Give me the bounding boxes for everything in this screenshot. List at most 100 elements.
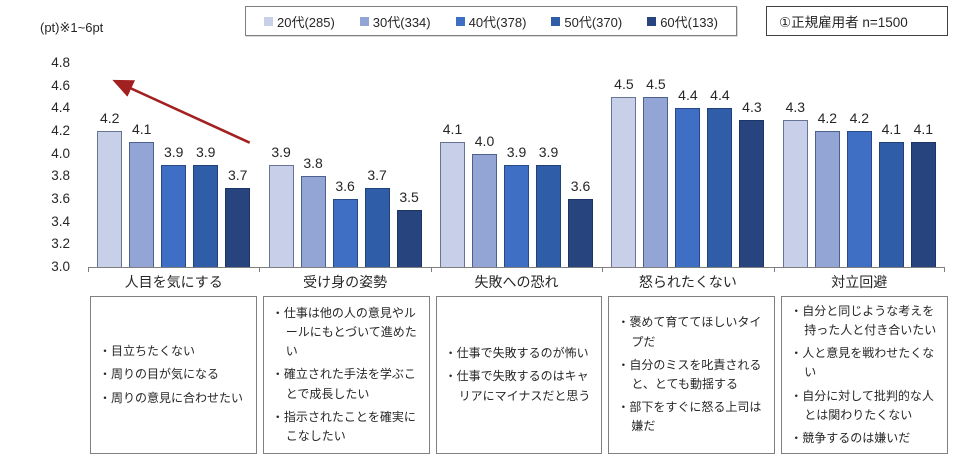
bar-value-label: 3.5 [399, 189, 419, 206]
bar [568, 199, 593, 267]
y-axis-labels: 4.8 4.6 4.4 4.2 4.0 3.8 3.6 3.4 3.2 3.0 [36, 55, 76, 274]
bar [472, 153, 497, 267]
legend-label-50s: 50代(370) [564, 14, 623, 30]
legend-swatch-20s [264, 16, 273, 26]
bar [675, 108, 701, 267]
bar-value-label: 4.4 [678, 87, 698, 104]
bar [440, 142, 465, 267]
axis-tick [602, 268, 604, 272]
bar [707, 108, 733, 267]
bar-value-label: 3.7 [367, 166, 387, 183]
bar [878, 142, 904, 267]
y-axis-tick-label: 4.6 [51, 77, 70, 93]
y-axis-tick-label: 4.2 [51, 123, 70, 138]
category-label: 対立回避 [831, 274, 888, 290]
note-box-1: 目立ちたくない周りの目が気になる周りの意見に合わせたい [90, 296, 257, 454]
note-item: 周りの目が気になる [99, 365, 248, 384]
legend-label-30s: 30代(334) [372, 14, 431, 30]
note-box-5: 自分と同じような考えを持った人と付き合いたい人と意見を戦わせたくない自分に対して… [781, 296, 948, 454]
bar [129, 142, 155, 267]
bar-value-label: 4.3 [785, 98, 806, 115]
bar [332, 199, 358, 267]
category-label: 怒られたくない [638, 274, 737, 290]
bar-value-label: 4.5 [646, 76, 666, 92]
legend-item-20s: 20代(285) [264, 12, 335, 31]
axis-tick [88, 268, 89, 272]
note-item: 仕事で失敗するのはキャリアにマイナスだと思う [445, 367, 594, 405]
bar [846, 131, 872, 267]
bar [643, 97, 669, 267]
axis-tick [430, 268, 432, 272]
sample-info-box: ①正規雇用者 n=1500 [766, 6, 948, 36]
note-item: 自分と同じような考えを持った人と付き合いたい [790, 302, 939, 340]
axis-tick [259, 268, 261, 272]
y-axis-tick-label: 3.0 [51, 259, 70, 274]
note-item: 褒めて育ててほしいタイプだ [617, 313, 766, 351]
bar-value-label: 4.1 [913, 121, 934, 138]
y-axis-tick-label: 4.4 [51, 100, 70, 116]
y-axis-tick-label: 3.2 [51, 236, 70, 252]
bar [396, 210, 422, 267]
category-label: 受け身の姿勢 [303, 274, 388, 290]
legend-item-60s: 60代(133) [647, 12, 718, 31]
note-item: 部下をすぐに怒る上司は嫌だ [617, 398, 766, 436]
note-item: 競争するのは嫌いだ [790, 429, 939, 448]
bar [364, 187, 390, 267]
bar-value-label: 3.8 [303, 155, 323, 172]
bar-value-label: 3.6 [335, 178, 355, 194]
y-axis-tick-label: 3.6 [51, 191, 70, 206]
legend-item-40s: 40代(378) [455, 12, 527, 31]
bar-value-label: 4.1 [442, 121, 463, 138]
bar [504, 165, 529, 267]
legend-item-50s: 50代(370) [551, 12, 622, 31]
y-axis-tick-label: 3.4 [51, 213, 70, 229]
chart-legend: 20代(285) 30代(334) 40代(378) 50代(370) 60代(… [245, 6, 737, 36]
legend-label-40s: 40代(378) [468, 14, 527, 30]
note-item: 仕事で失敗するのが怖い [445, 344, 594, 363]
bar-value-label: 4.4 [710, 87, 730, 104]
note-box-3: 仕事で失敗するのが怖い仕事で失敗するのはキャリアにマイナスだと思う [435, 296, 603, 454]
bar [161, 165, 187, 267]
category-label: 失敗への恐れ [474, 274, 559, 290]
note-box-2: 仕事は他の人の意見やルールにもとづいて進めたい確立された手法を学ぶことで成長した… [262, 296, 430, 454]
axis-tick [944, 268, 945, 272]
legend-label-60s: 60代(133) [660, 14, 718, 30]
bar-value-label: 4.3 [742, 98, 762, 115]
bar [225, 187, 251, 267]
bar-value-label: 3.9 [163, 144, 184, 160]
bar-value-label: 3.9 [271, 144, 291, 160]
legend-swatch-30s [359, 16, 369, 26]
note-boxes: 目立ちたくない周りの目が気になる周りの意見に合わせたい 仕事は他の人の意見やルー… [90, 296, 948, 454]
bar [193, 165, 219, 267]
bar [268, 165, 294, 267]
bar-value-label: 4.2 [817, 110, 838, 126]
note-item: 目立ちたくない [99, 342, 248, 361]
bar-value-label: 4.1 [131, 121, 152, 138]
y-axis-tick-label: 4.8 [51, 55, 70, 70]
y-axis-tick-label: 3.8 [51, 168, 70, 184]
legend-swatch-50s [551, 16, 561, 26]
bar-value-label: 4.2 [849, 110, 870, 126]
bar-value-label: 4.0 [474, 132, 495, 149]
y-axis-tick-label: 4.0 [51, 145, 70, 161]
bar [910, 142, 936, 267]
bar-value-label: 3.6 [570, 178, 591, 194]
legend-item-30s: 30代(334) [359, 12, 431, 31]
note-item: 自分に対して批判的な人とは関わりたくない [790, 387, 939, 425]
bar [536, 165, 561, 267]
axis-tick [773, 268, 775, 272]
note-box-4: 褒めて育ててほしいタイプだ自分のミスを叱責されると、とても動揺する部下をすぐに怒… [608, 296, 776, 454]
bar-value-label: 4.5 [614, 76, 634, 92]
bar-value-label: 3.9 [195, 144, 216, 160]
bar-value-label: 3.9 [538, 144, 559, 160]
note-item: 自分のミスを叱責されると、とても動揺する [617, 356, 766, 394]
legend-swatch-40s [455, 16, 465, 26]
note-item: 周りの意見に合わせたい [99, 389, 248, 408]
bar [782, 119, 808, 267]
bar [739, 119, 765, 267]
bar-value-label: 3.7 [227, 166, 248, 183]
note-item: 指示されたことを確実にこなしたい [272, 408, 421, 446]
category-label: 人目を気にする [124, 274, 223, 290]
note-item: 仕事は他の人の意見やルールにもとづいて進めたい [272, 304, 421, 362]
